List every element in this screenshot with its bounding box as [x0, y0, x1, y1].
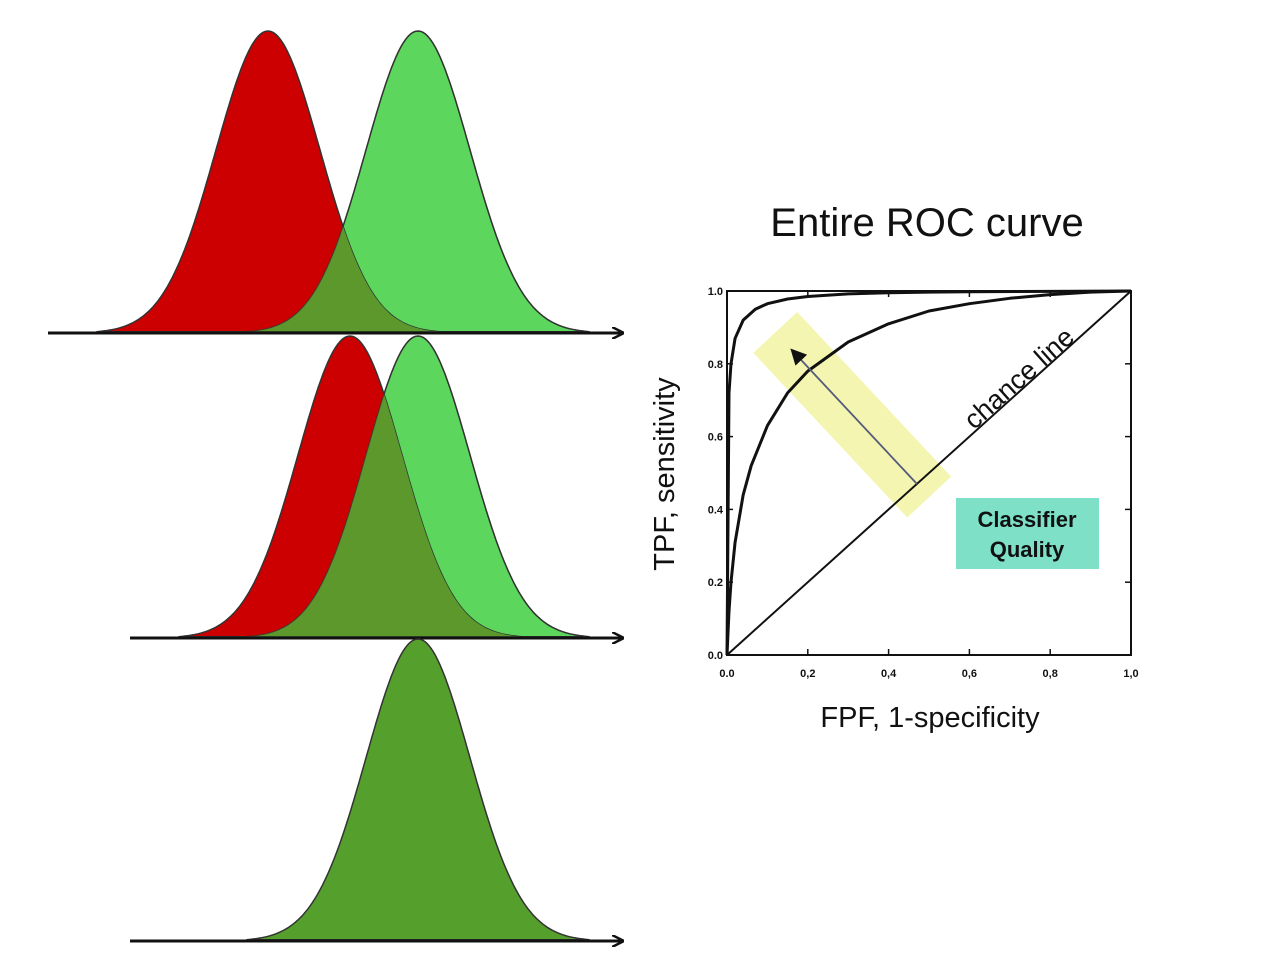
roc-curve-2 [725, 289, 1132, 656]
positive-distribution-outline [246, 30, 590, 333]
y-tick-label: 0.0 [708, 650, 723, 662]
x-tick-label: 0,6 [962, 668, 977, 680]
x-tick-label: 0,2 [800, 668, 815, 680]
positive-distribution-outline [246, 335, 590, 638]
overlapping-distributions [246, 638, 590, 941]
x-tick-label: 0,8 [1043, 668, 1058, 680]
distribution-panel-middle [130, 335, 622, 638]
x-tick-label: 0,4 [881, 668, 897, 680]
classifier-quality-badge [956, 498, 1099, 569]
y-tick-label: 0.6 [708, 432, 723, 444]
y-axis-label: TPF, sensitivity [649, 377, 681, 571]
chance-line-label: chance line [958, 322, 1080, 435]
quality-arrow [790, 348, 918, 485]
overlap-region [96, 226, 590, 333]
badge-line-1: Classifier [977, 507, 1076, 532]
y-tick-label: 0.2 [708, 577, 723, 589]
roc-series-group [725, 289, 1132, 656]
x-tick-label: 1,0 [1123, 668, 1138, 680]
y-tick-label: 0.4 [708, 504, 724, 516]
x-axis-label: FPF, 1-specificity [820, 702, 1040, 734]
chance-line [726, 290, 1132, 656]
chart-title: Entire ROC curve [770, 201, 1083, 245]
y-tick-label: 0.8 [708, 359, 723, 371]
badge-line-2: Quality [990, 537, 1065, 562]
distribution-panel-top [48, 30, 622, 333]
overlap-region [178, 394, 590, 638]
x-tick-label: 0.0 [719, 668, 734, 680]
roc-curve-1 [725, 289, 1132, 656]
distribution-panel-bottom [130, 638, 622, 941]
y-tick-label: 1.0 [708, 286, 723, 298]
